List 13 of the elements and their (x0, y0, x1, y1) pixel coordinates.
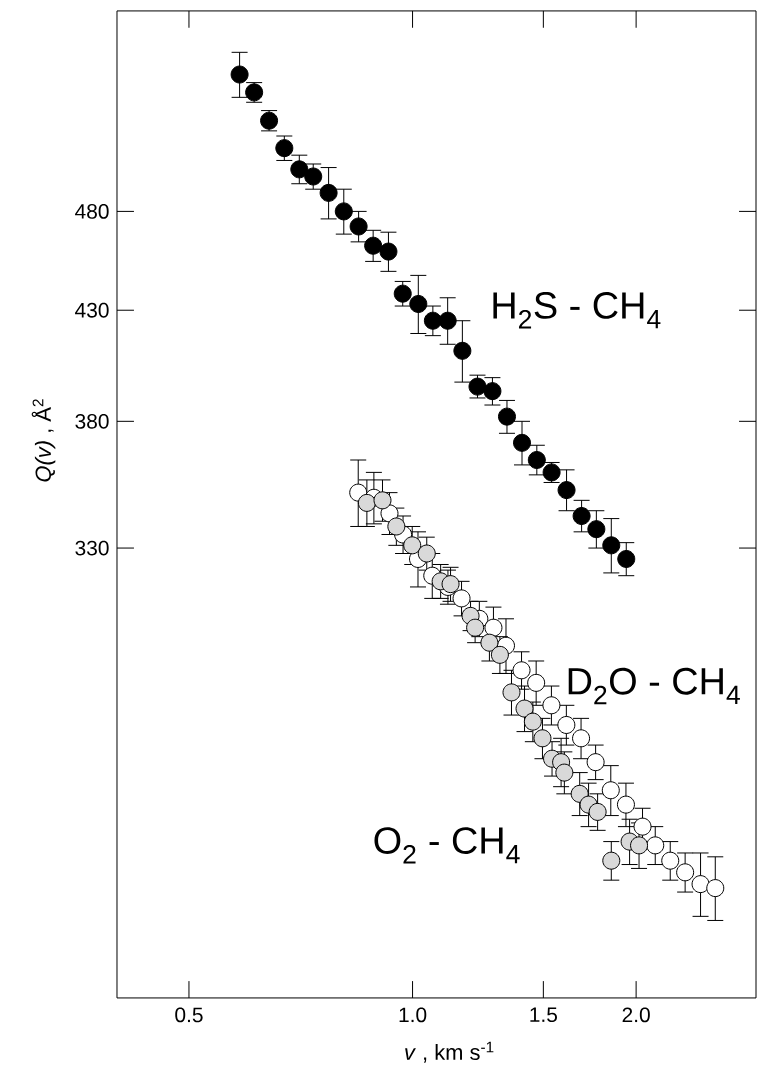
y-tick-label: 480 (75, 203, 109, 219)
x-tick-label: 1.0 (399, 1007, 427, 1023)
y-tick-label: 330 (75, 540, 109, 556)
y-tick-label: 430 (75, 302, 109, 318)
legend-label: H$_{2}$S - CH$_{4}$ (493, 292, 661, 329)
y-tick-label: 380 (75, 413, 109, 429)
series-label: D$_{2}$O - CH$_{4}$ (568, 667, 740, 705)
y-axis-title: Q(v) , Å$^{2}$ (31, 399, 56, 482)
series-label: O$_{2}$ - CH$_{4}$ (374, 827, 520, 864)
x-tick-label: 1.5 (530, 1007, 557, 1023)
x-tick-label: 2.0 (622, 1007, 650, 1023)
x-axis-title: v , km s$^{-1}$ (405, 1041, 494, 1063)
x-tick-label: 0.5 (175, 1007, 203, 1023)
